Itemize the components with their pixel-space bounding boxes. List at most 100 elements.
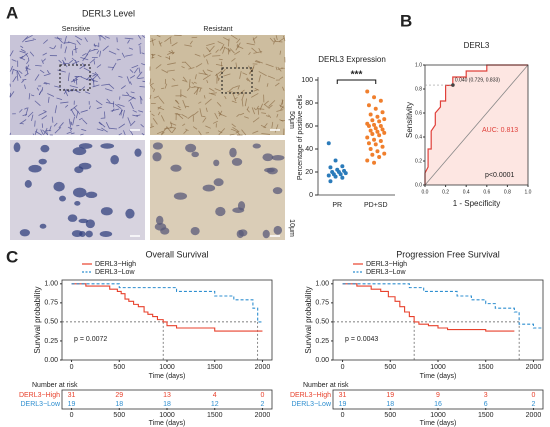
- texture: [47, 93, 55, 97]
- texture: [105, 122, 110, 129]
- survival-curve: [342, 283, 543, 329]
- cell: [271, 154, 285, 161]
- texture: [206, 42, 215, 47]
- cell: [72, 147, 87, 156]
- texture: [166, 126, 172, 134]
- texture: [122, 110, 125, 119]
- texture: [235, 130, 240, 134]
- texture: [218, 58, 223, 61]
- texture: [269, 37, 275, 43]
- y-tick-label: 100: [301, 77, 313, 84]
- x-tick-label: PD+SD: [364, 202, 388, 209]
- texture: [126, 76, 131, 84]
- texture: [268, 100, 276, 107]
- texture: [228, 38, 230, 47]
- texture: [175, 99, 179, 103]
- risk-row-label: DERL3−Low: [292, 401, 332, 408]
- texture: [42, 58, 46, 62]
- texture: [22, 35, 29, 43]
- texture: [25, 65, 29, 75]
- cutoff-point: [451, 83, 455, 87]
- texture: [67, 41, 77, 45]
- texture: [129, 102, 134, 110]
- texture: [169, 122, 177, 126]
- texture: [152, 53, 156, 57]
- texture: [53, 122, 58, 127]
- texture: [152, 117, 158, 125]
- dot: [370, 152, 375, 157]
- y-tick-label: 1.0: [415, 62, 422, 68]
- cell: [38, 158, 47, 165]
- p-label: p = 0.0043: [345, 336, 378, 343]
- texture: [70, 121, 72, 125]
- texture: [157, 54, 162, 58]
- texture: [71, 57, 77, 62]
- texture: [123, 130, 126, 136]
- cell: [215, 206, 226, 217]
- texture: [96, 64, 102, 68]
- texture: [223, 73, 231, 77]
- texture: [24, 107, 28, 110]
- texture: [218, 110, 223, 117]
- texture: [177, 105, 181, 109]
- dot: [366, 124, 371, 128]
- texture: [176, 112, 184, 120]
- cell: [24, 180, 32, 188]
- texture: [73, 107, 81, 115]
- texture: [99, 50, 102, 57]
- cell: [155, 215, 164, 226]
- texture: [72, 116, 75, 126]
- texture: [248, 65, 252, 71]
- texture: [131, 64, 139, 69]
- texture: [277, 67, 284, 70]
- texture: [165, 56, 170, 60]
- y-tick-label: 0.8: [415, 86, 422, 92]
- y-tick-label: 0.4: [415, 134, 422, 140]
- texture: [42, 52, 47, 56]
- texture: [206, 59, 209, 65]
- texture: [101, 83, 110, 86]
- dot: [326, 173, 331, 178]
- texture: [25, 39, 34, 43]
- texture: [89, 49, 96, 52]
- texture: [138, 67, 141, 74]
- texture: [202, 117, 207, 123]
- texture: [199, 108, 202, 116]
- texture: [153, 95, 160, 99]
- texture: [198, 72, 207, 75]
- texture: [137, 77, 144, 80]
- x-tick-label: 500: [113, 412, 125, 419]
- texture: [49, 125, 52, 132]
- texture: [84, 91, 91, 95]
- x-tick-label: 0: [341, 364, 345, 371]
- texture: [196, 87, 199, 96]
- roi-box: [59, 64, 91, 91]
- cell: [74, 201, 81, 206]
- x-tick-label: 1000: [159, 364, 175, 371]
- texture: [118, 123, 126, 129]
- texture: [92, 78, 95, 87]
- texture: [22, 79, 27, 81]
- texture: [12, 76, 17, 83]
- texture: [182, 123, 186, 127]
- texture: [185, 105, 190, 108]
- cutoff-label: 0.040 (0.729, 0.833): [455, 77, 500, 83]
- texture: [64, 57, 67, 61]
- texture: [19, 119, 27, 125]
- texture: [245, 78, 249, 82]
- texture: [203, 54, 205, 58]
- y-tick-label: 60: [305, 123, 313, 130]
- dot: [365, 135, 370, 140]
- texture: [120, 85, 126, 90]
- texture: [92, 84, 100, 88]
- texture: [136, 71, 143, 79]
- texture: [217, 77, 220, 82]
- texture: [118, 109, 124, 116]
- cell: [78, 218, 89, 224]
- cell: [39, 223, 47, 229]
- texture: [239, 112, 245, 116]
- texture: [214, 112, 219, 120]
- texture: [94, 71, 101, 80]
- texture: [208, 92, 217, 96]
- texture: [251, 93, 259, 98]
